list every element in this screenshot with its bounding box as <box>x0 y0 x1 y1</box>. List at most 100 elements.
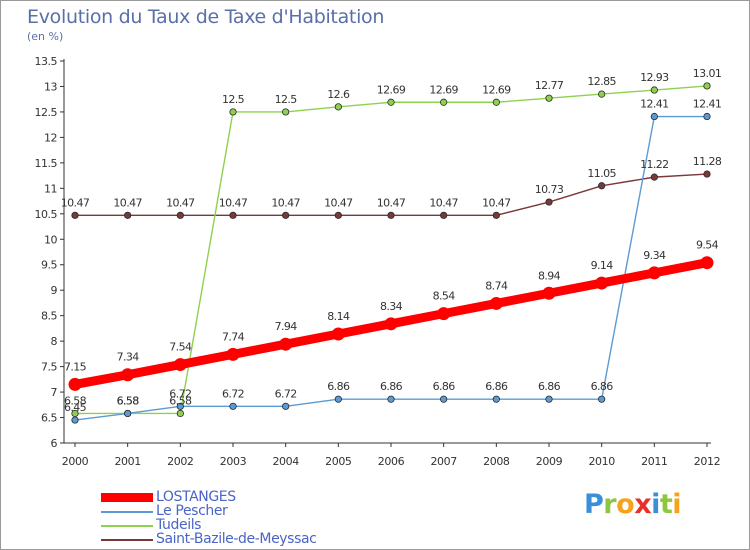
y-tick-label: 10 <box>44 233 57 246</box>
data-label-lostanges: 9.14 <box>591 259 614 272</box>
data-label-tudeils: 12.5 <box>222 93 245 106</box>
data-point-saint-bazile-de-meyssac <box>124 211 132 219</box>
logo-letter: i <box>651 489 660 520</box>
data-point-saint-bazile-de-meyssac <box>229 211 237 219</box>
data-point-saint-bazile-de-meyssac <box>440 211 448 219</box>
y-tick-label: 13.5 <box>35 55 58 68</box>
logo-letter: x <box>634 489 652 520</box>
data-point-tudeils <box>703 82 711 90</box>
x-tick-label: 2008 <box>483 455 510 468</box>
data-point-lostanges <box>331 327 345 341</box>
data-label-saint-bazile-de-meyssac: 10.47 <box>113 196 142 209</box>
data-label-saint-bazile-de-meyssac: 10.73 <box>535 183 564 196</box>
data-point-tudeils <box>545 94 553 102</box>
data-point-le-pescher <box>440 395 448 403</box>
data-point-lostanges <box>542 286 556 300</box>
x-tick-label: 2001 <box>114 455 140 468</box>
legend-swatch-saint-bazile <box>101 539 153 541</box>
data-label-saint-bazile-de-meyssac: 10.47 <box>324 196 353 209</box>
data-point-lostanges <box>68 377 82 391</box>
data-point-le-pescher <box>71 416 79 424</box>
data-point-tudeils <box>176 409 184 418</box>
data-point-tudeils <box>440 98 448 106</box>
y-tick-label: 8 <box>51 335 58 348</box>
data-point-le-pescher <box>545 395 553 403</box>
data-point-le-pescher <box>176 402 184 410</box>
data-label-lostanges: 8.34 <box>380 300 403 313</box>
data-label-le-pescher: 12.41 <box>640 98 669 111</box>
y-tick-label: 7 <box>51 386 58 399</box>
data-label-saint-bazile-de-meyssac: 10.47 <box>482 196 511 209</box>
data-label-le-pescher: 6.86 <box>433 380 456 393</box>
data-point-saint-bazile-de-meyssac <box>545 198 553 206</box>
data-label-lostanges: 8.74 <box>485 279 508 292</box>
data-point-saint-bazile-de-meyssac <box>387 211 395 219</box>
y-tick-label: 13 <box>44 80 57 93</box>
data-point-saint-bazile-de-meyssac <box>703 170 711 178</box>
data-point-saint-bazile-de-meyssac <box>176 211 184 219</box>
data-point-lostanges <box>595 276 609 290</box>
x-tick-label: 2002 <box>167 455 193 468</box>
data-label-lostanges: 9.34 <box>643 249 666 262</box>
data-point-tudeils <box>282 108 290 116</box>
data-point-lostanges <box>489 296 503 310</box>
y-tick-label: 8.5 <box>41 310 57 323</box>
x-tick-label: 2004 <box>272 455 299 468</box>
data-label-le-pescher: 6.72 <box>222 387 244 400</box>
chart-subtitle: (en %) <box>27 30 64 43</box>
proxiti-logo: Proxiti <box>584 489 682 520</box>
legend-swatch-lostanges <box>101 493 153 502</box>
data-label-saint-bazile-de-meyssac: 10.47 <box>377 196 406 209</box>
data-point-saint-bazile-de-meyssac <box>71 211 79 219</box>
data-point-saint-bazile-de-meyssac <box>598 182 606 190</box>
data-label-tudeils: 6.58 <box>117 394 140 407</box>
y-tick-label: 9 <box>51 284 58 297</box>
y-tick-label: 6 <box>51 437 58 450</box>
legend-swatch-le-pescher <box>101 511 153 513</box>
data-point-saint-bazile-de-meyssac <box>334 211 342 219</box>
data-point-le-pescher <box>334 395 342 403</box>
data-label-le-pescher: 6.72 <box>275 387 297 400</box>
y-tick-label: 12.5 <box>35 106 58 119</box>
data-label-le-pescher: 6.58 <box>117 394 140 407</box>
data-label-le-pescher: 6.86 <box>380 380 403 393</box>
data-point-saint-bazile-de-meyssac <box>492 211 500 219</box>
data-label-saint-bazile-de-meyssac: 10.47 <box>166 196 195 209</box>
data-label-le-pescher: 6.86 <box>327 380 350 393</box>
data-label-le-pescher: 12.41 <box>693 98 722 111</box>
data-label-saint-bazile-de-meyssac: 11.05 <box>587 167 616 180</box>
x-tick-label: 2012 <box>694 455 720 468</box>
data-point-le-pescher <box>387 395 395 403</box>
data-label-tudeils: 12.69 <box>377 83 406 96</box>
x-tick-label: 2006 <box>378 455 405 468</box>
chart-title: Evolution du Taux de Taxe d'Habitation <box>27 6 385 28</box>
data-point-tudeils <box>387 98 395 106</box>
data-label-tudeils: 12.69 <box>482 83 511 96</box>
data-label-saint-bazile-de-meyssac: 10.47 <box>61 196 90 209</box>
data-point-le-pescher <box>598 395 606 403</box>
data-point-lostanges <box>700 256 714 270</box>
logo-letter: r <box>603 489 617 520</box>
data-point-tudeils <box>492 98 500 106</box>
y-tick-label: 11.5 <box>35 157 58 170</box>
data-point-lostanges <box>384 317 398 331</box>
data-label-saint-bazile-de-meyssac: 11.22 <box>640 158 669 171</box>
data-point-le-pescher <box>703 112 711 121</box>
y-tick-label: 9.5 <box>41 259 57 272</box>
data-point-lostanges <box>279 337 293 351</box>
data-point-lostanges <box>437 307 451 321</box>
data-label-tudeils: 12.6 <box>327 88 350 101</box>
logo-letter: o <box>616 489 635 520</box>
data-label-tudeils: 6.58 <box>64 394 87 407</box>
data-label-saint-bazile-de-meyssac: 11.28 <box>693 155 722 168</box>
legend-label-le-pescher: Le Pescher <box>156 503 228 519</box>
data-point-lostanges <box>173 358 187 372</box>
data-label-lostanges: 8.94 <box>538 269 561 282</box>
data-label-tudeils: 6.58 <box>169 394 192 407</box>
y-tick-label: 12 <box>44 131 57 144</box>
data-point-le-pescher <box>124 409 132 418</box>
x-tick-label: 2010 <box>588 455 615 468</box>
data-label-lostanges: 7.94 <box>275 320 298 333</box>
data-label-lostanges: 8.14 <box>327 310 350 323</box>
data-point-le-pescher <box>229 402 237 410</box>
